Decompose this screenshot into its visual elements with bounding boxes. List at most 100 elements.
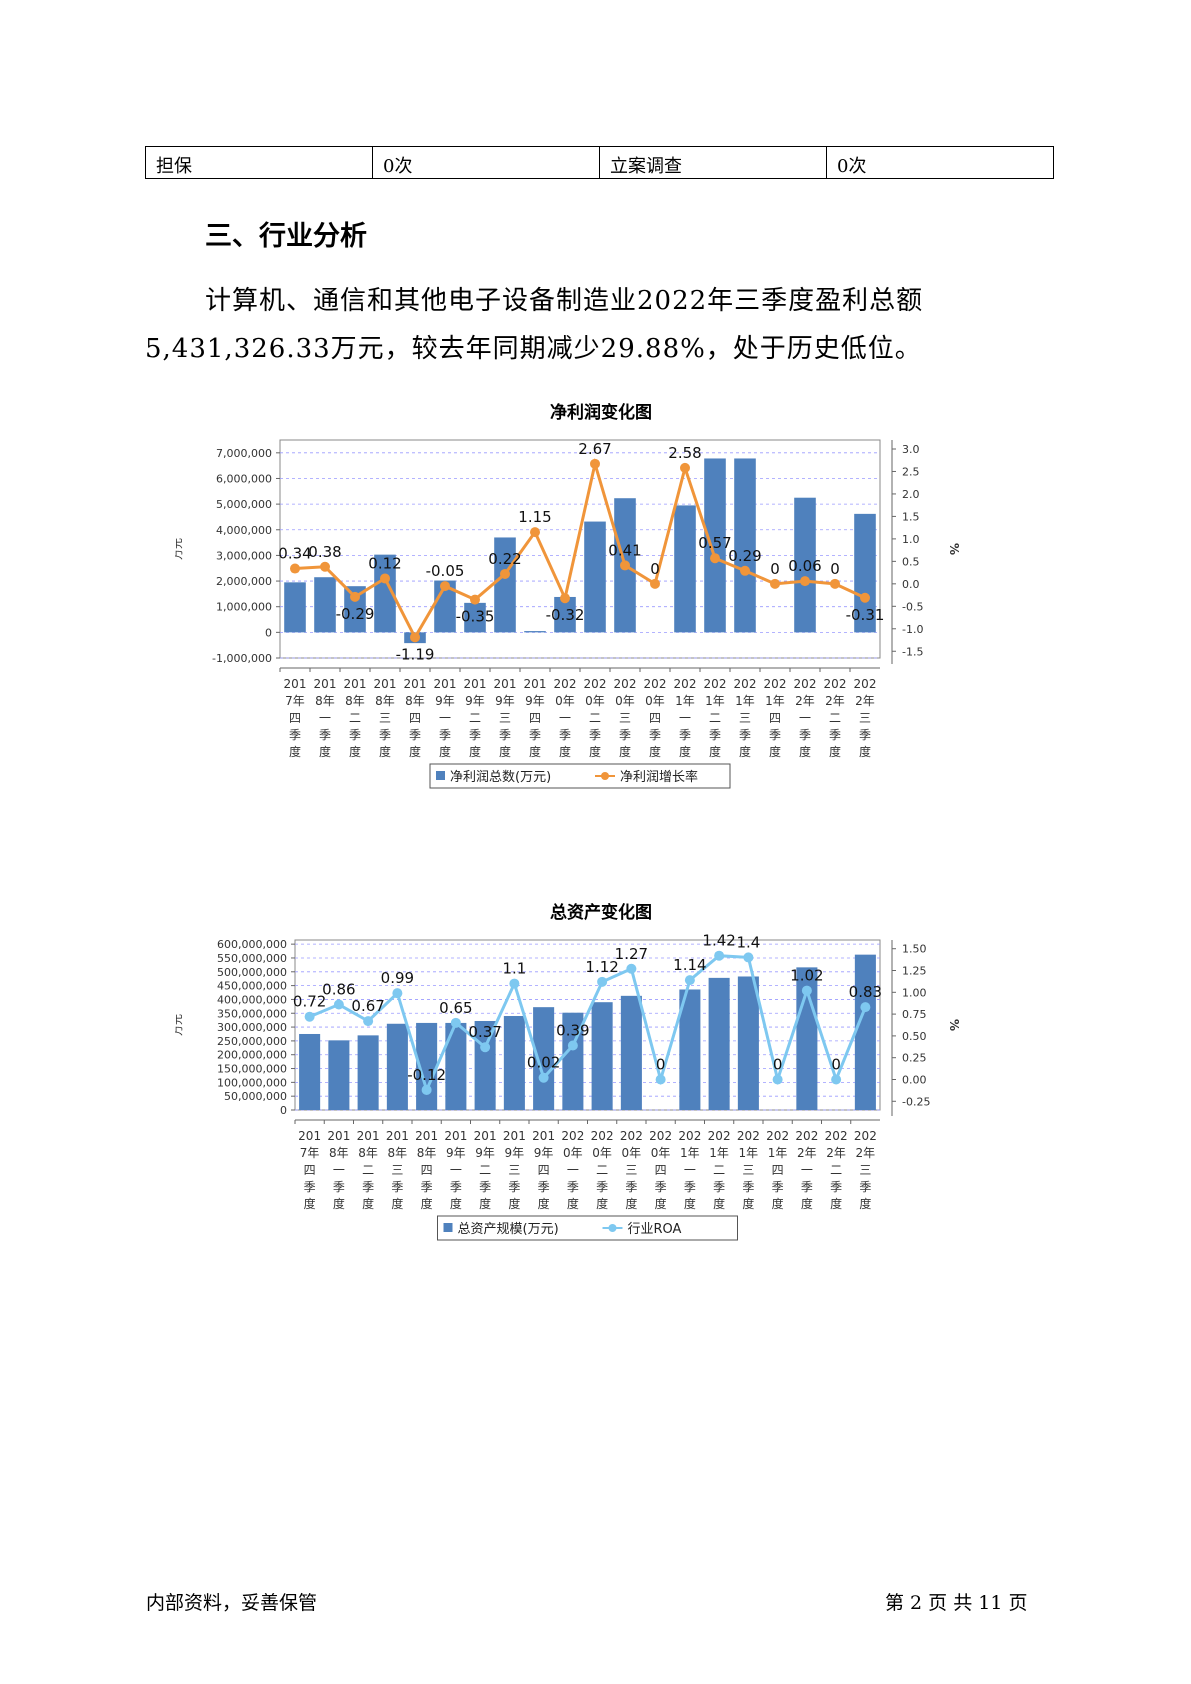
x-tick-label: 202 xyxy=(766,1129,789,1143)
x-tick-label: 季 xyxy=(709,728,721,742)
data-label: 0 xyxy=(650,560,660,578)
line-point xyxy=(450,1017,461,1028)
x-tick-label: 202 xyxy=(854,1129,877,1143)
data-label: 1.02 xyxy=(790,967,823,985)
x-tick-label: 三 xyxy=(619,711,631,725)
x-tick-label: 四 xyxy=(421,1163,433,1177)
x-tick-label: 度 xyxy=(739,744,751,759)
data-label: 1.14 xyxy=(673,956,706,974)
legend-swatch-marker xyxy=(608,1224,617,1232)
x-tick-label: 201 xyxy=(314,677,337,691)
x-tick-label: 202 xyxy=(764,677,787,691)
x-tick-label: 9年 xyxy=(435,694,455,708)
y-right-tick-label: 0.25 xyxy=(902,1052,927,1065)
line-point xyxy=(333,999,344,1010)
line-point xyxy=(380,573,390,584)
x-tick-label: 1年 xyxy=(705,694,725,708)
x-tick-label: 202 xyxy=(649,1129,672,1143)
table-cell: 0次 xyxy=(826,146,1054,179)
x-tick-label: 三 xyxy=(859,1163,871,1177)
bar xyxy=(357,1035,379,1110)
x-tick-label: 201 xyxy=(404,677,427,691)
legend xyxy=(429,763,731,789)
x-tick-label: 0年 xyxy=(555,694,575,708)
footer-note: 内部资料，妥善保管 xyxy=(146,1592,318,1614)
data-label: 0.83 xyxy=(849,983,882,1001)
x-tick-label: 度 xyxy=(649,744,661,759)
line-point xyxy=(860,592,870,603)
legend-swatch-marker xyxy=(601,772,609,780)
x-tick-label: 8年 xyxy=(375,694,395,708)
x-tick-label: 季 xyxy=(830,1180,842,1194)
series-line xyxy=(294,457,866,641)
y-left-tick-label: 2,000,000 xyxy=(216,575,272,588)
line-point xyxy=(567,1040,578,1051)
line-point xyxy=(410,632,420,643)
x-tick-label: 二 xyxy=(713,1163,725,1177)
x-tick-label: 度 xyxy=(859,744,871,759)
y-right-tick-label: -1.5 xyxy=(902,645,923,658)
x-tick-label: 四 xyxy=(409,711,421,725)
plot-area xyxy=(279,439,881,659)
x-tick-label: 一 xyxy=(319,711,331,725)
line-point xyxy=(620,560,630,571)
x-tick-label: 季 xyxy=(596,1180,608,1194)
x-tick-label: 202 xyxy=(591,1129,614,1143)
x-tick-label: 四 xyxy=(529,711,541,725)
x-tick-label: 202 xyxy=(734,677,757,691)
line-point xyxy=(304,1011,315,1022)
y-right-tick-label: 0.0 xyxy=(902,578,920,591)
table-row: 担保 0次 立案调查 0次 xyxy=(145,146,1054,179)
x-tick-label: 季 xyxy=(679,728,691,742)
line-point xyxy=(680,462,690,473)
x-tick-label: 季 xyxy=(362,1180,374,1194)
bar xyxy=(374,554,396,633)
x-tick-label: 季 xyxy=(829,728,841,742)
line-point xyxy=(392,988,403,999)
x-tick-label: 度 xyxy=(567,1196,579,1211)
data-label: 0.34 xyxy=(278,545,311,563)
data-label: 0 xyxy=(830,560,840,578)
line-point xyxy=(480,1042,491,1053)
line-point xyxy=(470,594,480,605)
y-right-tick-label: 2.0 xyxy=(902,488,920,501)
x-tick-label: 201 xyxy=(344,677,367,691)
y-right-tick-label: 0.50 xyxy=(902,1030,927,1043)
x-tick-label: 度 xyxy=(469,744,481,759)
x-tick-label: 2年 xyxy=(826,1146,846,1160)
x-tick-label: 度 xyxy=(304,1196,316,1211)
x-tick-label: 7年 xyxy=(285,694,305,708)
bar xyxy=(494,537,516,633)
x-tick-label: 度 xyxy=(439,744,451,759)
x-tick-label: 度 xyxy=(625,1196,637,1211)
x-tick-label: 度 xyxy=(799,744,811,759)
data-label: -0.31 xyxy=(846,606,885,624)
x-tick-label: 季 xyxy=(739,728,751,742)
line-point xyxy=(710,553,720,564)
x-tick-label: 二 xyxy=(349,711,361,725)
total-assets-chart: 050,000,000100,000,000150,000,000200,000… xyxy=(175,932,961,1241)
paragraph-line: 5,431,326.33万元，较去年同期减少29.88%，处于历史低位。 xyxy=(145,334,922,364)
x-tick-label: 三 xyxy=(379,711,391,725)
x-tick-label: 二 xyxy=(362,1163,374,1177)
x-tick-label: 201 xyxy=(327,1129,350,1143)
x-tick-label: 季 xyxy=(655,1180,667,1194)
y-right-tick-label: 0.75 xyxy=(902,1008,927,1021)
x-tick-label: 季 xyxy=(379,728,391,742)
x-tick-label: 7年 xyxy=(300,1146,320,1160)
y-left-tick-label: 4,000,000 xyxy=(216,524,272,537)
y-left-tick-label: 0 xyxy=(280,1104,287,1117)
y-right-axis-label: % xyxy=(947,1019,961,1031)
bar xyxy=(416,1022,438,1110)
x-tick-label: 8年 xyxy=(358,1146,378,1160)
data-label: 0.38 xyxy=(308,543,341,561)
x-tick-label: 1年 xyxy=(765,694,785,708)
data-label: 0.57 xyxy=(698,534,731,552)
x-tick-label: 2年 xyxy=(797,1146,817,1160)
line-point xyxy=(320,561,330,572)
y-right-tick-label: 0.5 xyxy=(902,555,920,568)
data-label: 1.42 xyxy=(702,932,735,950)
bar xyxy=(737,976,759,1110)
x-tick-label: 0年 xyxy=(645,694,665,708)
bar xyxy=(284,582,306,633)
